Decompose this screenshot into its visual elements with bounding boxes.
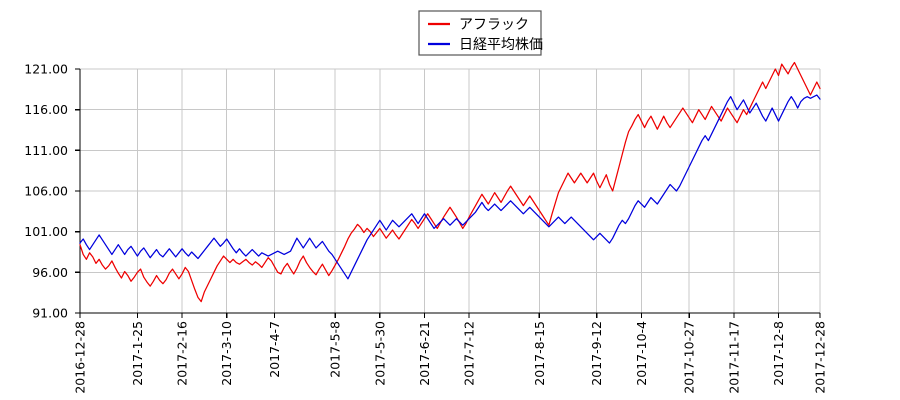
x-axis-tick-label: 2017-4-7 (267, 321, 282, 378)
y-axis-ticks: 91.00 96.00 101.00 106.00 111.00 116.00 121.00 (24, 62, 80, 321)
series-line-aflac (79, 61, 821, 303)
y-axis-tick-label: 106.00 (24, 184, 68, 199)
x-axis-tick-label: 2017-12-28 (813, 321, 828, 394)
legend-label-aflac: アフラック (459, 17, 529, 33)
x-axis-tick-label: 2017-7-12 (462, 321, 477, 386)
series-line-nikkei (79, 94, 821, 280)
data-series (79, 61, 821, 303)
legend-box (418, 10, 542, 56)
x-axis-tick-label: 2016-12-28 (73, 321, 88, 394)
y-axis-tick-label: 111.00 (24, 143, 68, 158)
y-axis-tick-label: 116.00 (24, 102, 68, 117)
x-axis-ticks: 2016-12-28 2017-1-25 2017-2-16 2017-3-10 201… (73, 313, 828, 394)
x-axis-tick-label: 2017-10-27 (682, 321, 697, 394)
x-axis-tick-label: 2017-9-12 (589, 321, 604, 386)
x-axis-tick-label: 2017-5-30 (372, 321, 387, 386)
x-axis-tick-label: 2017-1-25 (130, 321, 145, 386)
x-axis-tick-label: 2017-3-10 (219, 321, 234, 386)
axis-lines (79, 69, 820, 314)
y-axis-tick-label: 121.00 (24, 62, 68, 77)
legend-label-nikkei: 日経平均株価 (459, 37, 543, 53)
y-axis-tick-label: 101.00 (24, 224, 68, 239)
x-axis-tick-label: 2017-8-15 (532, 321, 547, 386)
x-axis-tick-label: 2017-5-8 (328, 321, 343, 378)
gridlines (80, 68, 821, 314)
x-axis-tick-label: 2017-10-4 (634, 321, 649, 386)
x-axis-tick-label: 2017-11-17 (726, 321, 741, 394)
y-axis-tick-label: 96.00 (32, 265, 68, 280)
x-axis-tick-label: 2017-2-16 (175, 321, 190, 386)
x-axis-tick-label: 2017-6-21 (417, 321, 432, 386)
y-axis-tick-label: 91.00 (32, 306, 68, 321)
x-axis-tick-label: 2017-12-8 (771, 321, 786, 386)
